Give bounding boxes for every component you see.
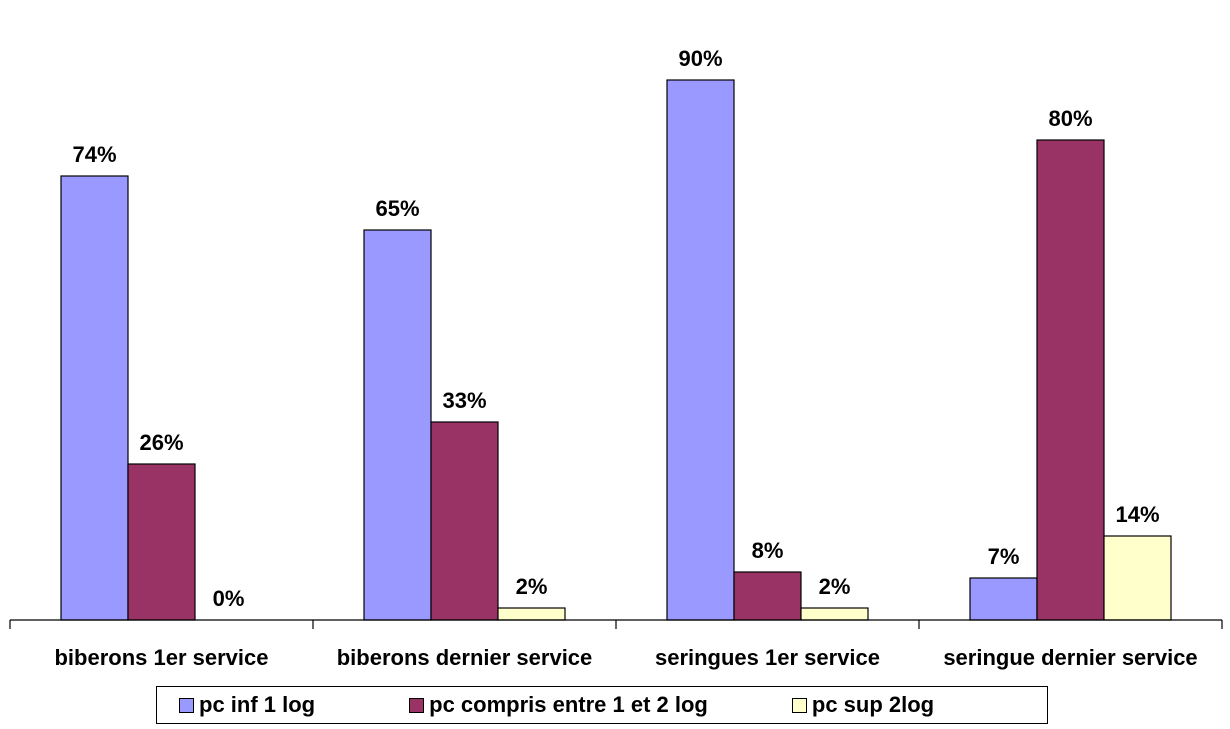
bar (127, 463, 196, 621)
data-label: 26% (139, 430, 183, 455)
x-tick-label: seringues 1er service (655, 645, 880, 670)
data-label: 8% (752, 538, 784, 563)
data-label: 7% (988, 544, 1020, 569)
x-tick-label: biberons 1er service (54, 645, 268, 670)
legend-label: pc compris entre 1 et 2 log (429, 692, 708, 717)
legend-item-pc-compris-entre-1-et-2-log: pc compris entre 1 et 2 log (409, 692, 708, 718)
data-label: 80% (1048, 106, 1092, 131)
data-label: 0% (213, 586, 245, 611)
bar (60, 175, 129, 621)
bar (1103, 535, 1172, 621)
legend-label: pc inf 1 log (199, 692, 316, 717)
legend: pc inf 1 log pc compris entre 1 et 2 log… (156, 686, 1048, 724)
legend-item-pc-inf-1-log: pc inf 1 log (179, 692, 315, 718)
data-label: 90% (678, 46, 722, 71)
data-label: 74% (72, 142, 116, 167)
data-label: 14% (1115, 502, 1159, 527)
data-label: 2% (819, 574, 851, 599)
legend-swatch (409, 697, 425, 713)
legend-item-pc-sup-2log: pc sup 2log (791, 692, 935, 718)
legend-label: pc sup 2log (811, 692, 935, 717)
bar (733, 571, 802, 621)
bar (430, 421, 499, 621)
x-tick-label: biberons dernier service (337, 645, 593, 670)
data-label: 65% (375, 196, 419, 221)
x-tick-label: seringue dernier service (943, 645, 1197, 670)
bar (969, 577, 1038, 621)
bar (497, 607, 566, 621)
bar (666, 79, 735, 621)
data-label: 33% (442, 388, 486, 413)
bar (363, 229, 432, 621)
bar (1036, 139, 1105, 621)
legend-swatch (179, 697, 194, 713)
legend-swatch (791, 697, 807, 713)
bar (800, 607, 869, 621)
data-label: 2% (516, 574, 548, 599)
